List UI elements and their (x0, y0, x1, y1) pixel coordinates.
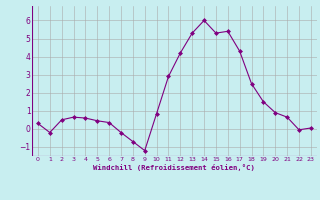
X-axis label: Windchill (Refroidissement éolien,°C): Windchill (Refroidissement éolien,°C) (93, 164, 255, 171)
